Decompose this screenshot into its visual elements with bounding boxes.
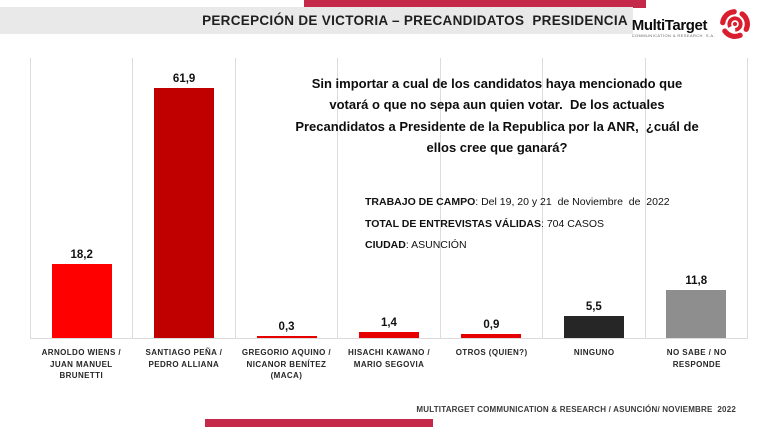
target-swirl-icon bbox=[716, 6, 754, 49]
footer-credit: MULTITARGET COMMUNICATION & RESEARCH / A… bbox=[416, 405, 736, 414]
bar-value-label: 0,3 bbox=[278, 321, 295, 333]
header-band: PERCEPCIÓN DE VICTORIA – PRECANDIDATOS P… bbox=[0, 7, 633, 34]
category-label: NO SABE / NO RESPONDE bbox=[645, 347, 748, 382]
multitarget-logo: MultiTarget COMMUNICATION & RESEARCH S.A… bbox=[632, 6, 754, 49]
category-label: HISACHI KAWANO / MARIO SEGOVIA bbox=[338, 347, 441, 382]
survey-info-block: TRABAJO DE CAMPO: Del 19, 20 y 21 de Nov… bbox=[365, 196, 670, 261]
bar-chart-category-axis: ARNOLDO WIENS / JUAN MANUEL BRUNETTI SANTIA… bbox=[30, 347, 748, 382]
survey-info-value: : 704 CASOS bbox=[541, 217, 605, 230]
category-label-line: NICANOR BENÍTEZ bbox=[246, 359, 327, 369]
survey-info-label: TRABAJO DE CAMPO bbox=[365, 196, 476, 208]
question-line: Sin importar a cual de los candidatos ha… bbox=[311, 76, 683, 91]
category-label-line: ARNOLDO WIENS / bbox=[41, 348, 121, 357]
category-label-line: SANTIAGO PEÑA / bbox=[145, 348, 223, 357]
category-label-line: HISACHI KAWANO / bbox=[348, 348, 430, 357]
top-accent-bar bbox=[304, 0, 646, 8]
bar-5 bbox=[461, 334, 522, 338]
bar-3 bbox=[256, 336, 317, 338]
category-label-line: OTROS (QUIEN?) bbox=[455, 348, 528, 357]
category-label-line: (MACA) bbox=[270, 371, 303, 381]
bar-value-label: 11,8 bbox=[685, 275, 708, 287]
bar-cell: 1,4 bbox=[338, 58, 441, 338]
category-label: GREGORIO AQUINO / NICANOR BENÍTEZ (MACA) bbox=[235, 347, 338, 382]
bar-1 bbox=[51, 264, 112, 338]
category-label: ARNOLDO WIENS / JUAN MANUEL BRUNETTI bbox=[30, 347, 133, 382]
bar-cell: 0,9 bbox=[441, 58, 544, 338]
logo-name: MultiTarget bbox=[631, 16, 708, 34]
bar-value-label: 61,9 bbox=[172, 73, 196, 85]
bar-cell: 0,3 bbox=[236, 58, 339, 338]
bar-chart-plot-area: 18,2 61,9 0,3 1,4 0,9 5,5 11,8 bbox=[30, 58, 748, 339]
survey-info-row: TOTAL DE ENTREVISTAS VÁLIDAS: 704 CASOS bbox=[365, 218, 670, 230]
bar-cell: 18,2 bbox=[31, 58, 134, 338]
bottom-accent-bar bbox=[205, 419, 433, 427]
survey-info-value: : Del 19, 20 y 21 de Noviembre de 2022 bbox=[475, 196, 670, 208]
category-label: SANTIAGO PEÑA / PEDRO ALLIANA bbox=[133, 347, 236, 382]
logo-tagline: COMMUNICATION & RESEARCH S.A. bbox=[631, 32, 715, 38]
category-label-line: RESPONDE bbox=[672, 359, 721, 369]
bar-cell: 11,8 bbox=[646, 58, 748, 338]
category-label: OTROS (QUIEN?) bbox=[440, 347, 543, 382]
category-label-line: NINGUNO bbox=[573, 348, 615, 357]
category-label-line: BRUNETTI bbox=[59, 371, 104, 381]
bar-value-label: 5,5 bbox=[585, 301, 602, 313]
survey-info-value: : ASUNCIÓN bbox=[405, 239, 467, 251]
bar-6 bbox=[563, 316, 624, 338]
question-line: ellos cree que ganará? bbox=[426, 140, 568, 156]
logo-text: MultiTarget COMMUNICATION & RESEARCH S.A… bbox=[632, 18, 715, 38]
question-line: votará o que no sepa aun quien votar. De… bbox=[329, 97, 665, 113]
bar-4 bbox=[358, 332, 419, 338]
bar-value-label: 1,4 bbox=[380, 317, 397, 329]
bar-cell: 61,9 bbox=[133, 58, 236, 338]
bar-value-label: 18,2 bbox=[70, 249, 93, 261]
category-label-line: PEDRO ALLIANA bbox=[148, 359, 220, 369]
survey-info-label: CIUDAD bbox=[365, 239, 406, 251]
bar-7 bbox=[666, 290, 727, 338]
bar-value-label: 0,9 bbox=[483, 319, 500, 331]
category-label-line: NO SABE / NO bbox=[666, 348, 727, 357]
question-line: Precandidatos a Presidente de la Republi… bbox=[295, 118, 699, 134]
category-label-line: JUAN MANUEL bbox=[49, 359, 113, 369]
survey-info-label: TOTAL DE ENTREVISTAS VÁLIDAS bbox=[365, 217, 541, 230]
bar-cell: 5,5 bbox=[543, 58, 646, 338]
category-label-line: GREGORIO AQUINO / bbox=[241, 348, 332, 357]
survey-info-row: TRABAJO DE CAMPO: Del 19, 20 y 21 de Nov… bbox=[365, 196, 670, 208]
survey-info-row: CIUDAD: ASUNCIÓN bbox=[365, 239, 670, 251]
page-title: PERCEPCIÓN DE VICTORIA – PRECANDIDATOS P… bbox=[202, 13, 628, 28]
bar-2 bbox=[154, 88, 215, 338]
category-label: NINGUNO bbox=[543, 347, 646, 382]
category-label-line: MARIO SEGOVIA bbox=[353, 359, 425, 369]
survey-question-text: Sin importar a cual de los candidatos ha… bbox=[253, 73, 741, 159]
